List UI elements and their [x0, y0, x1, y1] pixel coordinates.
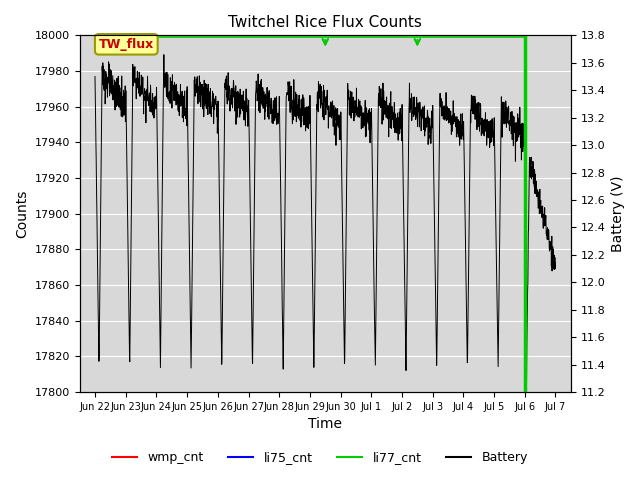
Y-axis label: Battery (V): Battery (V) [611, 176, 625, 252]
Legend: wmp_cnt, li75_cnt, li77_cnt, Battery: wmp_cnt, li75_cnt, li77_cnt, Battery [107, 446, 533, 469]
Text: TW_flux: TW_flux [99, 38, 154, 51]
Title: Twitchel Rice Flux Counts: Twitchel Rice Flux Counts [228, 15, 422, 30]
Y-axis label: Counts: Counts [15, 190, 29, 238]
X-axis label: Time: Time [308, 418, 342, 432]
